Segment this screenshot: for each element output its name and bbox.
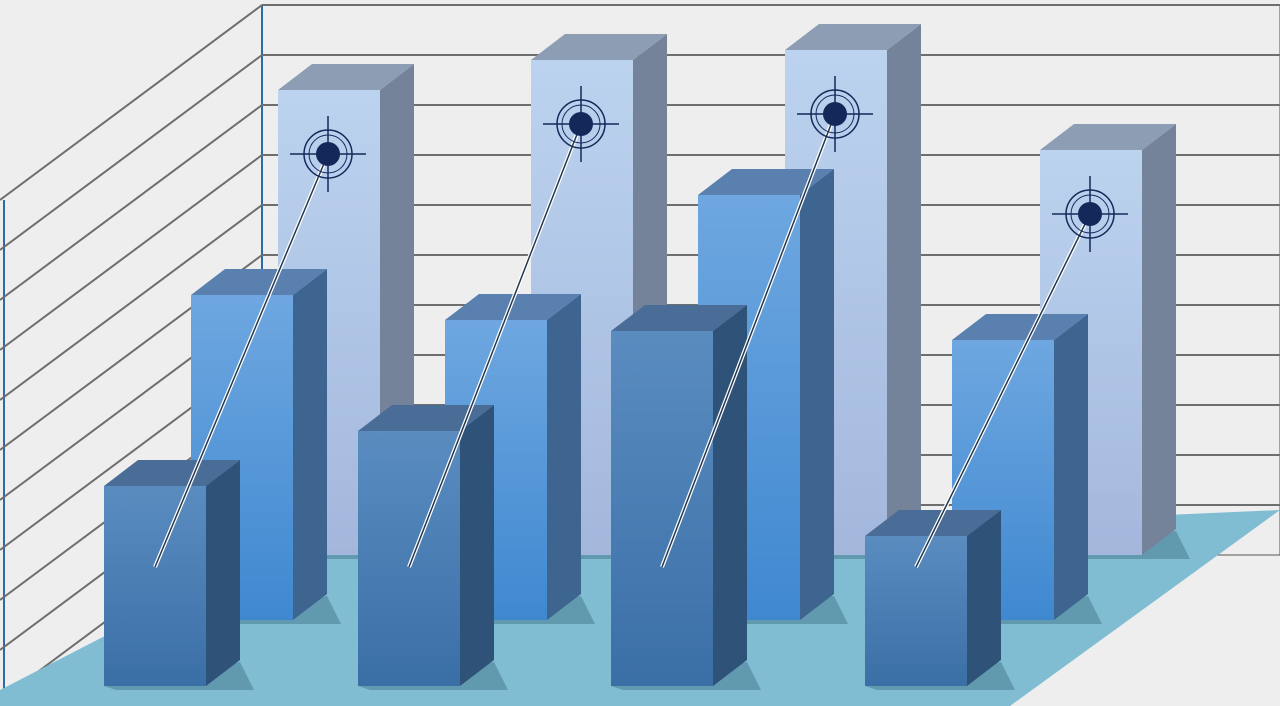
bar-side-face [547, 294, 581, 620]
pointer-line [408, 123, 582, 568]
pointer-line [154, 153, 329, 568]
bar-top-face [611, 305, 747, 331]
bar-side-face [887, 24, 921, 555]
side-gridline [0, 204, 263, 401]
bar-side-face [1054, 314, 1088, 620]
bar-top-face [1040, 124, 1176, 150]
bar-top-face [358, 405, 494, 431]
bar-side-face [1142, 124, 1176, 555]
bar-middle-1 [191, 269, 341, 624]
bar-top-face [865, 510, 1001, 536]
side-gridline [0, 4, 263, 201]
target-icon [1052, 176, 1128, 252]
bar-side-face [460, 405, 494, 686]
bars [104, 24, 1190, 690]
bar-side-face [967, 510, 1001, 686]
side-gridline [0, 54, 263, 251]
bar-front-3 [611, 305, 761, 690]
bar-front-face [611, 331, 713, 686]
bar-front-2 [358, 405, 508, 690]
bar-top-face [104, 460, 240, 486]
bar-top-face [698, 169, 834, 195]
bar-top-face [191, 269, 327, 295]
bar-front-face [104, 486, 206, 686]
bar-top-face [952, 314, 1088, 340]
bar-side-face [713, 305, 747, 686]
target-icon [797, 76, 873, 152]
target-icon [290, 116, 366, 192]
side-gridline [0, 104, 263, 301]
bar-front-face [865, 536, 967, 686]
target-icon [543, 86, 619, 162]
bar-top-face [531, 34, 667, 60]
bar-front-1 [104, 460, 254, 690]
bar-side-face [293, 269, 327, 620]
bar-top-face [278, 64, 414, 90]
bar-top-face [445, 294, 581, 320]
bar-front-face [358, 431, 460, 686]
bar-front-4 [865, 510, 1015, 690]
pointer-line [661, 113, 836, 568]
pointer-lines [153, 76, 1128, 568]
pointer-line [915, 213, 1091, 568]
side-gridline [0, 154, 263, 351]
bar-top-face [785, 24, 921, 50]
bar-side-face [800, 169, 834, 620]
bar-side-face [206, 460, 240, 686]
